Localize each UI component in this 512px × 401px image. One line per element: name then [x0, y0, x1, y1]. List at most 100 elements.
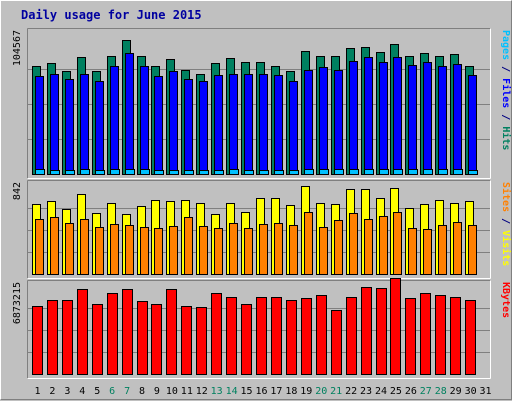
x-tick-label: 25: [390, 386, 402, 397]
visits-panel-bar-sites: [125, 225, 134, 275]
hits-panel-bar-pages: [125, 169, 135, 175]
visits-panel-bar-sites: [229, 223, 238, 275]
kbytes-panel-bar-kbytes: [92, 304, 103, 375]
hits-panel-bar-files: [364, 57, 373, 175]
visits-panel-bar-sites: [393, 212, 402, 275]
hits-panel-bar-files: [453, 64, 462, 175]
hits-panel-bar-files: [319, 67, 328, 175]
hits-panel-bar-pages: [214, 170, 224, 175]
visits-panel-bar-sites: [169, 226, 178, 275]
visits-panel-bar-sites: [289, 225, 298, 275]
hits-panel-bar-files: [349, 61, 358, 175]
hits-panel-bar-pages: [349, 169, 359, 175]
visits-panel-bar-sites: [334, 220, 343, 275]
hits-panel-bar-pages: [199, 170, 209, 175]
hits-panel-bar-files: [423, 62, 432, 175]
visits-panel-max-label: 842: [12, 182, 23, 200]
x-tick-label: 23: [360, 386, 372, 397]
hits-panel-bar-pages: [140, 169, 150, 175]
visits-panel-legend-part: Sites: [500, 182, 512, 212]
hits-panel-bar-pages: [110, 169, 120, 175]
visits-panel-bar-sites: [259, 224, 268, 275]
chart-title: Daily usage for June 2015: [21, 8, 202, 22]
visits-panel-bar-sites: [364, 219, 373, 275]
kbytes-panel-max-label: 6873215: [12, 282, 23, 324]
x-tick-label: 13: [211, 386, 223, 397]
visits-panel-bar-sites: [50, 217, 59, 275]
hits-panel-bar-files: [125, 53, 134, 175]
kbytes-panel-bar-kbytes: [122, 289, 133, 375]
kbytes-panel-bar-kbytes: [271, 297, 282, 375]
hits-panel-bar-files: [199, 81, 208, 175]
x-tick-label: 3: [64, 386, 70, 397]
hits-panel-bar-files: [35, 76, 44, 175]
visits-panel-bar-sites: [199, 226, 208, 275]
kbytes-panel-bar-kbytes: [390, 278, 401, 375]
hits-panel-bar-files: [80, 74, 89, 175]
kbytes-panel-bar-kbytes: [361, 287, 372, 375]
visits-panel-bar-sites: [95, 227, 104, 275]
hits-panel-bar-pages: [35, 169, 45, 175]
hits-panel-bar-pages: [274, 170, 284, 175]
hits-panel-bar-files: [65, 79, 74, 175]
hits-panel-bar-pages: [95, 170, 105, 175]
x-tick-label: 2: [49, 386, 55, 397]
x-tick-label: 31: [480, 386, 492, 397]
visits-panel-bar-sites: [274, 223, 283, 275]
hits-panel-legend-part: Files: [500, 78, 512, 108]
x-tick-label: 21: [330, 386, 342, 397]
x-tick-label: 5: [94, 386, 100, 397]
kbytes-panel-bar-kbytes: [301, 298, 312, 375]
hits-panel-bar-files: [334, 70, 343, 175]
kbytes-panel-bar-kbytes: [62, 300, 73, 375]
visits-panel-bar-sites: [408, 228, 417, 275]
x-tick-label: 1: [34, 386, 40, 397]
hits-panel-bar-pages: [169, 170, 179, 175]
x-tick-label: 17: [270, 386, 282, 397]
hits-panel-legend-part: Hits: [500, 126, 512, 150]
x-tick-label: 11: [181, 386, 193, 397]
kbytes-panel-legend: KBytes: [500, 282, 511, 318]
hits-panel-bar-files: [95, 81, 104, 175]
kbytes-panel-bar-kbytes: [196, 307, 207, 375]
hits-panel-bar-files: [140, 66, 149, 175]
hits-panel-bar-files: [110, 66, 119, 175]
kbytes-panel-bar-kbytes: [346, 297, 357, 375]
visits-panel-legend-part: Visits: [500, 230, 512, 266]
kbytes-panel-bar-kbytes: [316, 295, 327, 375]
x-tick-label: 12: [196, 386, 208, 397]
hits-panel-bar-files: [229, 74, 238, 175]
hits-panel-bar-files: [154, 76, 163, 175]
visits-panel-bar-sites: [110, 224, 119, 275]
kbytes-panel-bar-kbytes: [226, 297, 237, 375]
kbytes-panel-bar-kbytes: [331, 310, 342, 375]
hits-panel-bar-pages: [334, 169, 344, 175]
hits-panel-bar-pages: [304, 169, 314, 175]
x-tick-label: 22: [345, 386, 357, 397]
hits-panel-bar-pages: [229, 169, 239, 175]
visits-panel-bar-sites: [319, 227, 328, 275]
kbytes-panel-bar-kbytes: [137, 301, 148, 375]
visits-panel-bar-sites: [349, 213, 358, 275]
x-tick-label: 27: [420, 386, 432, 397]
kbytes-panel-bar-kbytes: [32, 306, 43, 375]
visits-panel-legend-part: /: [500, 212, 511, 230]
kbytes-panel-bar-kbytes: [450, 297, 461, 375]
kbytes-panel-bar-kbytes: [151, 304, 162, 375]
kbytes-panel-bar-kbytes: [435, 295, 446, 375]
hits-panel-bar-pages: [65, 170, 75, 175]
hits-panel-bar-pages: [244, 170, 254, 175]
visits-panel-bar-sites: [140, 227, 149, 275]
x-tick-label: 18: [285, 386, 297, 397]
hits-panel-bar-pages: [289, 170, 299, 175]
hits-panel-bar-files: [259, 74, 268, 175]
hits-panel-bar-files: [274, 75, 283, 175]
hits-panel-bar-pages: [184, 170, 194, 175]
hits-panel-bar-pages: [319, 169, 329, 175]
visits-panel-bar-sites: [35, 219, 44, 275]
visits-panel-bar-sites: [214, 228, 223, 275]
hits-panel-legend-part: Pages: [500, 30, 511, 60]
kbytes-panel-bar-kbytes: [181, 306, 192, 375]
x-tick-label: 29: [450, 386, 462, 397]
hits-panel-bar-pages: [259, 170, 269, 175]
